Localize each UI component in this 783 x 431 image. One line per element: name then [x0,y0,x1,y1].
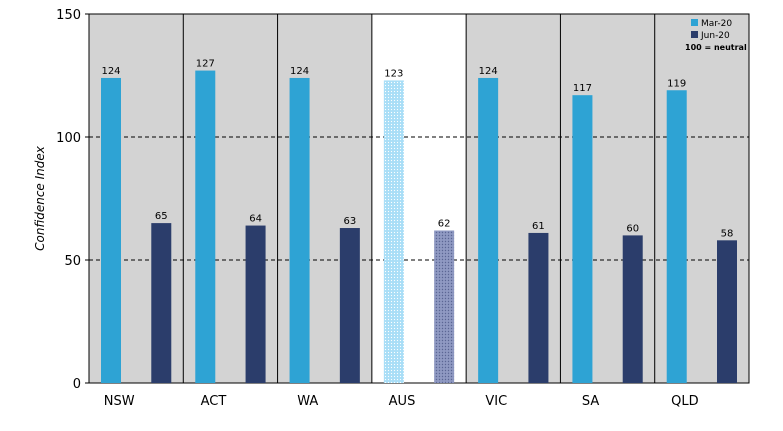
bar-wa-jun-20 [339,228,360,383]
data-label-wa-jun-20: 63 [343,216,356,227]
category-panels [88,13,750,384]
bar-nsw-mar-20 [101,77,121,384]
bar-qld-mar-20 [666,90,687,383]
data-label-wa-mar-20: 124 [290,66,309,77]
category-label-wa: WA [297,394,318,409]
y-axis-title: Confidence Index [33,145,47,251]
category-label-sa: SA [582,394,599,409]
data-label-qld-mar-20: 119 [667,78,686,89]
bar-qld-jun-20 [717,240,737,383]
y-tick-label-0: 0 [73,377,81,392]
data-label-aus-jun-20: 62 [438,218,451,229]
bar-aus-jun-20 [434,230,455,383]
legend-label-jun-20: Jun-20 [700,31,730,41]
data-label-qld-jun-20: 58 [721,228,734,239]
y-tick-label-50: 50 [64,254,81,269]
data-label-sa-mar-20: 117 [573,83,592,94]
legend-note: 100 = neutral [685,43,747,52]
bar-wa-mar-20 [289,77,310,384]
y-tick-label-150: 150 [56,8,81,23]
data-label-aus-mar-20: 123 [384,68,403,79]
x-axis-categories: NSW ACT WA AUS VIC SA QLD [104,394,699,409]
legend-swatch-jun-20 [691,31,698,38]
category-label-nsw: NSW [104,394,135,409]
reference-lines [89,136,749,261]
category-label-act: ACT [201,394,227,409]
y-tick-label-100: 100 [56,131,81,146]
bar-aus-mar-20 [383,80,404,384]
bar-sa-mar-20 [572,95,593,384]
legend-swatch-mar-20 [691,19,698,26]
bar-vic-jun-20 [528,232,549,383]
bar-act-mar-20 [195,70,216,383]
data-labels: 124 65 127 64 124 63 123 62 124 61 117 60 119 58 [101,59,733,240]
bar-vic-mar-20 [478,77,499,384]
data-label-vic-mar-20: 124 [479,66,498,77]
data-label-act-jun-20: 64 [249,214,262,225]
data-label-sa-jun-20: 60 [626,223,639,234]
plot-border [88,13,750,384]
data-label-act-mar-20: 127 [196,59,215,70]
bar-nsw-jun-20 [151,223,172,383]
bar-sa-jun-20 [622,235,643,383]
category-label-aus: AUS [389,394,416,409]
data-label-nsw-mar-20: 124 [101,66,120,77]
bars [101,70,737,384]
legend: Mar-20 Jun-20 100 = neutral [685,19,747,52]
y-axis: 0 50 100 150 [56,8,89,392]
category-label-qld: QLD [671,394,699,409]
category-label-vic: VIC [485,394,507,409]
data-label-vic-jun-20: 61 [532,221,545,232]
legend-label-mar-20: Mar-20 [701,19,732,29]
bar-act-jun-20 [245,225,266,383]
data-label-nsw-jun-20: 65 [155,211,168,222]
